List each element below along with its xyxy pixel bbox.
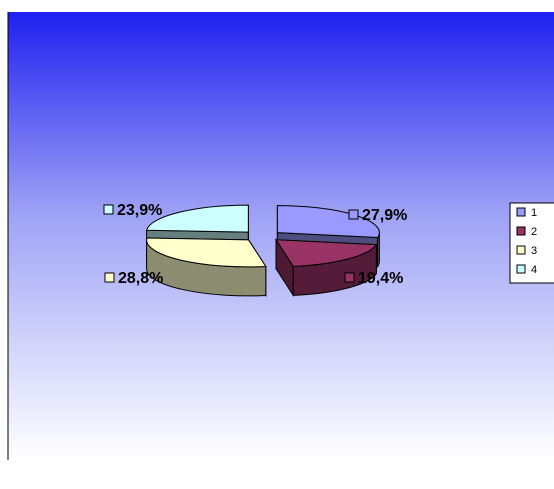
- legend-swatch: [516, 226, 526, 236]
- legend-item-2: 2: [516, 226, 537, 238]
- legend-swatch: [516, 245, 526, 255]
- legend-item-3: 3: [516, 245, 537, 257]
- data-label-text: 19,4%: [358, 270, 403, 287]
- data-label-text: 23,9%: [117, 202, 162, 219]
- pie-slice-3: [146, 237, 267, 298]
- legend-item-4: 4: [516, 264, 537, 276]
- data-label-2: 19,4%: [344, 270, 403, 287]
- data-label-4: 23,9%: [103, 202, 162, 219]
- legend-swatch: [516, 207, 526, 217]
- legend-label: 2: [531, 226, 537, 238]
- legend-item-1: 1: [516, 207, 537, 219]
- data-label-1: 27,9%: [348, 207, 407, 224]
- data-label-text: 27,9%: [362, 207, 407, 224]
- legend: 1 2 3 4: [509, 202, 554, 284]
- data-label-key: [103, 204, 114, 215]
- data-label-text: 28,8%: [118, 270, 163, 287]
- data-label-key: [344, 272, 355, 283]
- data-label-key: [104, 272, 115, 283]
- legend-label: 4: [531, 264, 537, 276]
- legend-label: 1: [531, 207, 537, 219]
- legend-label: 3: [531, 245, 537, 257]
- data-label-key: [348, 209, 359, 220]
- pie-slice-2: [275, 238, 378, 298]
- data-label-3: 28,8%: [104, 270, 163, 287]
- legend-swatch: [516, 264, 526, 274]
